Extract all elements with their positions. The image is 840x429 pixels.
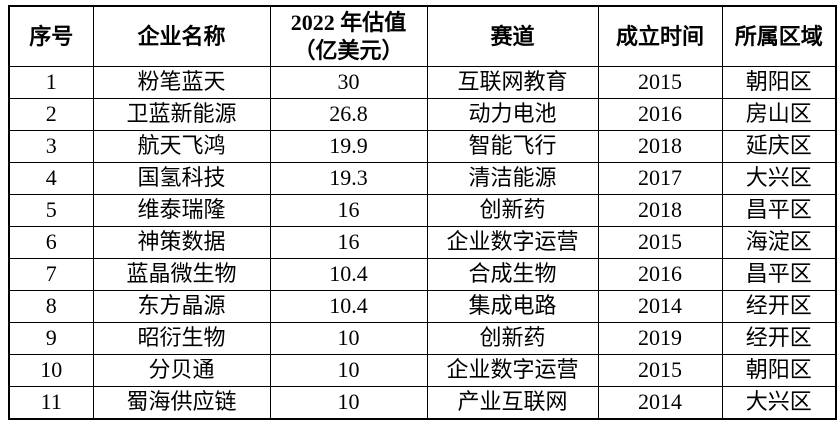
cell-company-name: 粉笔蓝天: [92, 66, 271, 99]
cell-region: 大兴区: [721, 386, 837, 420]
cell-founded-year: 2017: [597, 162, 723, 195]
cell-company-name: 分贝通: [92, 354, 271, 387]
cell-company-name: 昭衍生物: [92, 322, 271, 355]
cell-region: 大兴区: [721, 162, 837, 195]
cell-founded-year: 2015: [597, 66, 723, 99]
cell-region: 昌平区: [721, 258, 837, 291]
cell-index: 4: [8, 162, 94, 195]
table-row: 5 维泰瑞隆 16 创新药 2018 昌平区: [8, 194, 837, 227]
cell-track: 清洁能源: [426, 162, 599, 195]
cell-company-name: 蜀海供应链: [92, 386, 271, 420]
cell-company-name: 维泰瑞隆: [92, 194, 271, 227]
unicorn-companies-table: 序号 企业名称 2022 年估值 （亿美元） 赛道 成立时间 所属区域 1 粉笔…: [8, 5, 837, 420]
cell-valuation: 10: [269, 386, 428, 420]
cell-valuation: 26.8: [269, 98, 428, 131]
column-header-company: 企业名称: [92, 5, 271, 67]
cell-track: 集成电路: [426, 290, 599, 323]
table-row: 8 东方晶源 10.4 集成电路 2014 经开区: [8, 290, 837, 323]
cell-valuation: 16: [269, 226, 428, 259]
table-row: 10 分贝通 10 企业数字运营 2015 朝阳区: [8, 354, 837, 387]
cell-valuation: 10.4: [269, 258, 428, 291]
cell-region: 海淀区: [721, 226, 837, 259]
cell-company-name: 东方晶源: [92, 290, 271, 323]
cell-founded-year: 2015: [597, 354, 723, 387]
table-row: 3 航天飞鸿 19.9 智能飞行 2018 延庆区: [8, 130, 837, 163]
cell-index: 8: [8, 290, 94, 323]
cell-region: 经开区: [721, 322, 837, 355]
cell-region: 延庆区: [721, 130, 837, 163]
cell-valuation: 10.4: [269, 290, 428, 323]
cell-company-name: 卫蓝新能源: [92, 98, 271, 131]
cell-founded-year: 2016: [597, 258, 723, 291]
cell-track: 动力电池: [426, 98, 599, 131]
table-row: 6 神策数据 16 企业数字运营 2015 海淀区: [8, 226, 837, 259]
cell-track: 互联网教育: [426, 66, 599, 99]
header-row: 序号 企业名称 2022 年估值 （亿美元） 赛道 成立时间 所属区域: [8, 5, 837, 67]
cell-valuation: 19.9: [269, 130, 428, 163]
table-row: 9 昭衍生物 10 创新药 2019 经开区: [8, 322, 837, 355]
cell-region: 房山区: [721, 98, 837, 131]
cell-valuation: 19.3: [269, 162, 428, 195]
cell-company-name: 神策数据: [92, 226, 271, 259]
cell-index: 2: [8, 98, 94, 131]
cell-founded-year: 2019: [597, 322, 723, 355]
cell-track: 创新药: [426, 194, 599, 227]
cell-index: 9: [8, 322, 94, 355]
column-header-region: 所属区域: [721, 5, 837, 67]
column-header-index: 序号: [8, 5, 94, 67]
cell-track: 企业数字运营: [426, 226, 599, 259]
cell-index: 6: [8, 226, 94, 259]
cell-track: 合成生物: [426, 258, 599, 291]
cell-founded-year: 2018: [597, 194, 723, 227]
cell-founded-year: 2015: [597, 226, 723, 259]
table-row: 11 蜀海供应链 10 产业互联网 2014 大兴区: [8, 386, 837, 420]
cell-valuation: 16: [269, 194, 428, 227]
cell-index: 11: [8, 386, 94, 420]
column-header-founded: 成立时间: [597, 5, 723, 67]
cell-founded-year: 2016: [597, 98, 723, 131]
cell-valuation: 10: [269, 354, 428, 387]
cell-track: 智能飞行: [426, 130, 599, 163]
cell-valuation: 30: [269, 66, 428, 99]
cell-index: 10: [8, 354, 94, 387]
cell-index: 5: [8, 194, 94, 227]
cell-region: 昌平区: [721, 194, 837, 227]
table-row: 2 卫蓝新能源 26.8 动力电池 2016 房山区: [8, 98, 837, 131]
cell-region: 朝阳区: [721, 66, 837, 99]
table-row: 1 粉笔蓝天 30 互联网教育 2015 朝阳区: [8, 66, 837, 99]
cell-region: 经开区: [721, 290, 837, 323]
cell-track: 创新药: [426, 322, 599, 355]
cell-founded-year: 2018: [597, 130, 723, 163]
cell-index: 1: [8, 66, 94, 99]
column-header-track: 赛道: [426, 5, 599, 67]
cell-company-name: 航天飞鸿: [92, 130, 271, 163]
table-body: 1 粉笔蓝天 30 互联网教育 2015 朝阳区 2 卫蓝新能源 26.8 动力…: [8, 66, 837, 420]
cell-valuation: 10: [269, 322, 428, 355]
table-row: 7 蓝晶微生物 10.4 合成生物 2016 昌平区: [8, 258, 837, 291]
table-row: 4 国氢科技 19.3 清洁能源 2017 大兴区: [8, 162, 837, 195]
cell-track: 产业互联网: [426, 386, 599, 420]
cell-company-name: 蓝晶微生物: [92, 258, 271, 291]
cell-company-name: 国氢科技: [92, 162, 271, 195]
cell-index: 3: [8, 130, 94, 163]
column-header-valuation: 2022 年估值 （亿美元）: [269, 5, 428, 67]
cell-track: 企业数字运营: [426, 354, 599, 387]
cell-region: 朝阳区: [721, 354, 837, 387]
cell-index: 7: [8, 258, 94, 291]
cell-founded-year: 2014: [597, 290, 723, 323]
cell-founded-year: 2014: [597, 386, 723, 420]
